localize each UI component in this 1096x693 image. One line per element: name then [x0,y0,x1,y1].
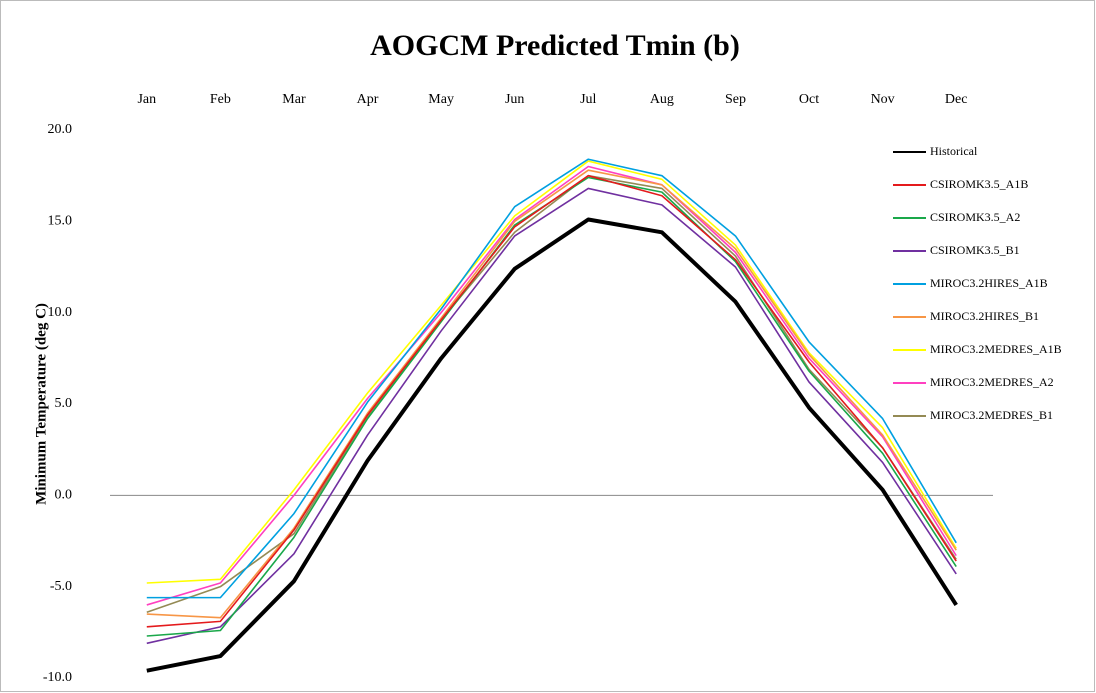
legend-label: Historical [930,144,978,158]
series-line [146,169,957,619]
x-tick-label: Aug [650,92,674,107]
legend-label: MIROC3.2HIRES_A1B [930,276,1048,290]
y-tick-label: 10.0 [48,305,73,320]
x-tick-label: Sep [725,92,746,107]
x-tick-label: Dec [945,92,968,107]
y-tick-label: 0.0 [55,488,73,503]
y-tick-label: 15.0 [48,214,73,229]
legend-label: CSIROMK3.5_B1 [930,243,1020,257]
x-tick-label: Mar [282,92,306,107]
x-tick-label: Jan [137,92,156,107]
x-tick-label: Apr [357,92,379,107]
legend-label: MIROC3.2MEDRES_A1B [930,342,1062,356]
y-tick-label: -10.0 [43,670,72,685]
legend-label: CSIROMK3.5_A2 [930,210,1020,224]
y-tick-label: -5.0 [50,579,72,594]
legend-label: MIROC3.2MEDRES_B1 [930,408,1053,422]
y-axis-label: Minimum Temperature (deg C) [33,303,49,505]
series-line [146,160,957,584]
x-tick-label: Jul [580,92,596,107]
x-tick-label: May [428,92,454,107]
x-tick-label: Feb [210,92,231,107]
series-line [146,165,957,606]
y-tick-label: 20.0 [48,122,73,137]
chart-title: AOGCM Predicted Tmin (b) [370,29,740,62]
legend-label: CSIROMK3.5_A1B [930,177,1028,191]
y-tick-label: 5.0 [55,396,73,411]
series-line [146,174,957,628]
series-line [146,158,957,599]
x-tick-label: Jun [505,92,524,107]
series-line [146,187,957,645]
legend-label: MIROC3.2MEDRES_A2 [930,375,1054,389]
x-tick-label: Nov [871,92,895,107]
x-tick-label: Oct [799,92,819,107]
series-line [146,217,958,673]
legend-label: MIROC3.2HIRES_B1 [930,309,1039,323]
